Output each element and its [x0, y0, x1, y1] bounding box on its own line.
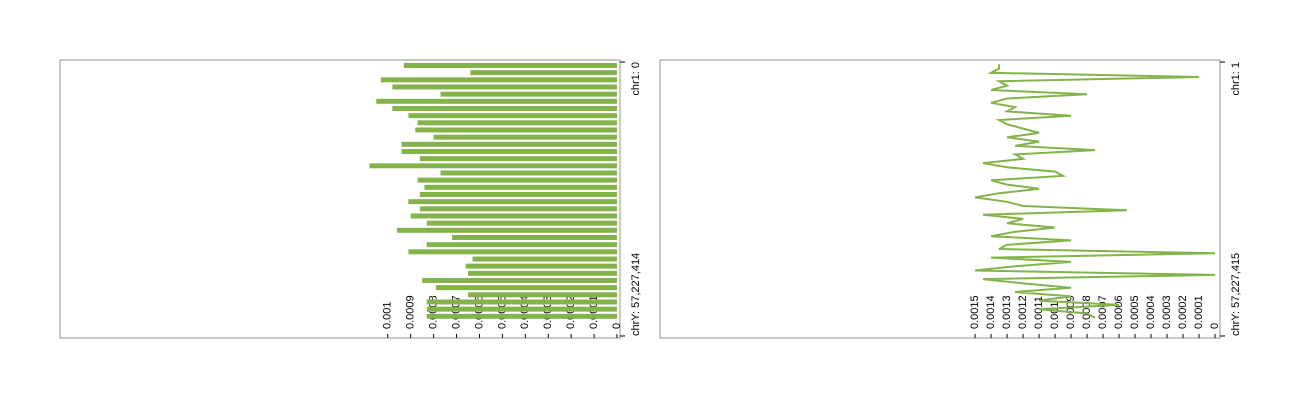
bar — [380, 77, 617, 83]
bar — [403, 63, 617, 68]
x-tick-label: 0.0001 — [1193, 295, 1205, 329]
x-tick-label: 0.0009 — [405, 295, 417, 329]
bar — [408, 199, 617, 205]
bar — [417, 120, 617, 126]
bar — [470, 70, 617, 76]
bar — [408, 249, 617, 255]
bar — [376, 98, 617, 104]
bar — [422, 278, 617, 283]
range-label: chr1: 0 — [630, 62, 642, 96]
x-tick-label: 0.0012 — [1017, 295, 1029, 329]
range-label: chr1: 1 — [1230, 62, 1242, 96]
x-tick-label: 0.0011 — [1033, 296, 1045, 329]
bar — [465, 263, 617, 269]
x-tick-label: 0.0005 — [1129, 295, 1141, 329]
bar — [468, 292, 617, 298]
x-tick-label: 0.0002 — [1177, 295, 1189, 329]
bar — [419, 206, 617, 212]
bar — [426, 313, 617, 319]
track-frame — [59, 59, 621, 339]
x-tick-label: 0.0013 — [1001, 295, 1013, 329]
bar — [426, 306, 617, 312]
bar — [417, 177, 617, 183]
bar — [472, 256, 617, 262]
bar — [401, 141, 617, 147]
bar — [396, 227, 617, 233]
bar — [468, 270, 617, 276]
x-tick-label: 0.0006 — [1113, 295, 1125, 329]
track-frame — [659, 59, 1221, 339]
bar — [392, 84, 617, 90]
bar — [369, 163, 617, 169]
bar — [435, 285, 617, 291]
bar — [440, 91, 617, 97]
bar — [419, 156, 617, 162]
bar — [410, 213, 617, 219]
x-tick-label: 0.001 — [382, 301, 394, 329]
range-label: chrY: 57,227,415 — [1230, 253, 1242, 336]
bar — [426, 220, 617, 226]
bar — [440, 170, 617, 176]
x-tick-label: 0.0003 — [1161, 295, 1173, 329]
bar — [433, 134, 617, 140]
x-tick-label: 0 — [1209, 323, 1221, 329]
bar — [415, 127, 617, 133]
bar — [419, 192, 617, 197]
bar — [392, 106, 617, 111]
bar — [451, 235, 617, 240]
range-label: chrY: 57,227,414 — [630, 253, 642, 336]
bar — [408, 113, 617, 119]
x-tick-label: 0.0007 — [1097, 295, 1109, 329]
x-tick-label: 0.0015 — [969, 295, 981, 329]
x-tick-label: 0.0014 — [985, 295, 997, 329]
bar — [401, 149, 617, 154]
line — [974, 64, 1216, 319]
bar — [426, 299, 617, 305]
bar — [424, 184, 617, 190]
x-tick-label: 0.001 — [1049, 301, 1061, 329]
x-tick-label: 0.0004 — [1145, 295, 1157, 329]
x-tick-label: 0 — [611, 323, 623, 329]
bar — [426, 242, 617, 248]
